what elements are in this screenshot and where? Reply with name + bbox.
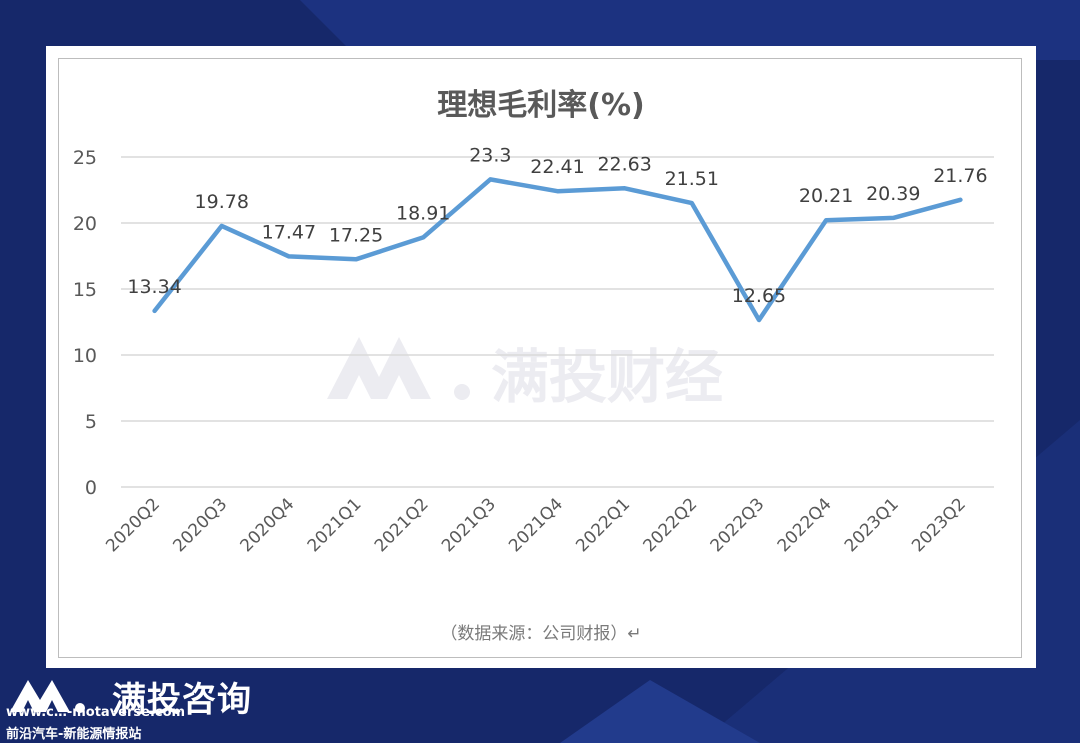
x-tick-label: 2021Q2 bbox=[371, 494, 433, 556]
data-label: 17.25 bbox=[329, 224, 383, 246]
y-tick-label: 5 bbox=[85, 411, 97, 433]
manto-logo-icon bbox=[10, 680, 85, 713]
x-tick-label: 2021Q4 bbox=[505, 494, 567, 556]
data-label: 17.47 bbox=[262, 221, 316, 243]
footer-site-name: 前沿汽车-新能源情报站 bbox=[6, 727, 142, 742]
x-tick-label: 2023Q1 bbox=[841, 494, 903, 556]
data-label: 22.63 bbox=[597, 153, 651, 175]
watermark-dot bbox=[454, 384, 470, 400]
y-tick-label: 25 bbox=[73, 147, 97, 169]
watermark-logo-icon bbox=[327, 337, 431, 399]
data-label: 19.78 bbox=[195, 191, 249, 213]
x-tick-label: 2020Q3 bbox=[169, 494, 231, 556]
data-label: 12.65 bbox=[732, 285, 786, 307]
chart-frame: 满投财经 理想毛利率(%) 0 5 10 15 20 25 2020Q2 2020Q3 2020Q4… bbox=[58, 58, 1022, 658]
data-label: 22.41 bbox=[530, 156, 584, 178]
data-label: 20.21 bbox=[799, 185, 853, 207]
data-label: 18.91 bbox=[396, 202, 450, 224]
data-label: 21.51 bbox=[665, 168, 719, 190]
data-label: 20.39 bbox=[866, 183, 920, 205]
data-label: 21.76 bbox=[933, 165, 987, 187]
y-tick-label: 20 bbox=[73, 213, 97, 235]
x-tick-label: 2023Q2 bbox=[908, 494, 970, 556]
chart-card: 满投财经 理想毛利率(%) 0 5 10 15 20 25 2020Q2 2020Q3 2020Q4… bbox=[46, 46, 1036, 668]
x-tick-label: 2021Q1 bbox=[304, 494, 366, 556]
data-label: 23.3 bbox=[469, 144, 511, 166]
x-tick-label: 2022Q4 bbox=[774, 494, 836, 556]
footer-url: www.c…-motaverse.com bbox=[6, 705, 186, 720]
data-label: 13.34 bbox=[127, 276, 181, 298]
x-tick-label: 2021Q3 bbox=[438, 494, 500, 556]
y-tick-label: 15 bbox=[73, 279, 97, 301]
source-note: （数据来源：公司财报）↵ bbox=[440, 624, 642, 644]
x-tick-label: 2020Q2 bbox=[102, 494, 164, 556]
y-tick-label: 10 bbox=[73, 345, 97, 367]
chart-title: 理想毛利率(%) bbox=[437, 88, 644, 123]
y-tick-label: 0 bbox=[85, 477, 97, 499]
x-tick-label: 2020Q4 bbox=[237, 494, 299, 556]
x-tick-label: 2022Q3 bbox=[707, 494, 769, 556]
watermark: 满投财经 bbox=[327, 337, 723, 411]
x-tick-label: 2022Q2 bbox=[639, 494, 701, 556]
footer-brand: 满投咨询 bbox=[112, 680, 252, 720]
gross-margin-line-chart: 满投财经 理想毛利率(%) 0 5 10 15 20 25 2020Q2 2020Q3 2020Q4… bbox=[73, 88, 994, 556]
watermark-text: 满投财经 bbox=[491, 343, 723, 411]
series-line bbox=[152, 177, 963, 323]
x-tick-label: 2022Q1 bbox=[572, 494, 634, 556]
